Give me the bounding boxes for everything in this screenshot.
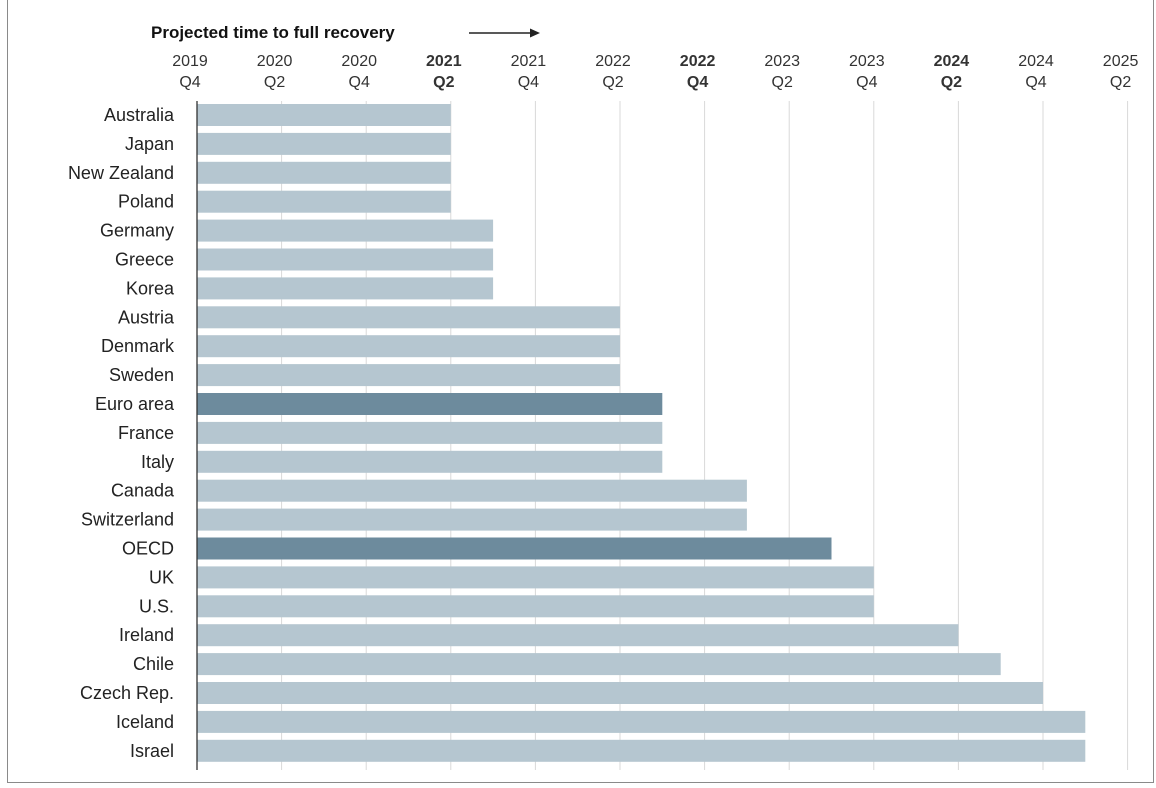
x-tick-label: 2020 Q2 bbox=[257, 53, 293, 91]
category-label: Czech Rep. bbox=[80, 683, 174, 703]
x-tick-quarter: Q2 bbox=[264, 74, 285, 91]
bar bbox=[197, 537, 832, 560]
category-label: Israel bbox=[130, 741, 174, 761]
recovery-chart: Australia Japan New Zealand Poland Germany Gr… bbox=[68, 23, 1138, 770]
x-tick-quarter: Q4 bbox=[518, 74, 539, 91]
category-label: France bbox=[118, 423, 174, 443]
x-tick-quarter: Q4 bbox=[856, 74, 877, 91]
x-tick-labels: 2019Q42020Q22020Q42021Q22021Q42022Q22022… bbox=[172, 53, 1138, 91]
x-tick-year: 2022 bbox=[595, 53, 631, 70]
x-tick-quarter: Q2 bbox=[433, 74, 454, 91]
bar bbox=[197, 219, 494, 242]
category-label: Sweden bbox=[109, 365, 174, 385]
x-tick-quarter: Q4 bbox=[687, 74, 708, 91]
x-tick-year: 2020 bbox=[341, 53, 377, 70]
bar bbox=[197, 335, 620, 358]
x-tick-year: 2021 bbox=[511, 53, 547, 70]
bar bbox=[197, 595, 874, 618]
bar bbox=[197, 682, 1043, 704]
bar bbox=[197, 479, 747, 502]
bar bbox=[197, 739, 1086, 762]
arrow-head bbox=[530, 28, 540, 38]
bar bbox=[197, 306, 620, 329]
category-label: Canada bbox=[111, 481, 175, 501]
x-tick-year: 2024 bbox=[934, 53, 970, 70]
bar bbox=[197, 710, 1086, 733]
x-tick-label: 2019 Q4 bbox=[172, 53, 208, 91]
x-tick-label: 2022 Q2 bbox=[595, 53, 631, 91]
bar bbox=[197, 508, 747, 531]
x-tick-year: 2023 bbox=[849, 53, 885, 70]
bar bbox=[197, 450, 663, 473]
bar bbox=[197, 653, 1001, 676]
x-tick-quarter: Q2 bbox=[941, 74, 962, 91]
bar bbox=[197, 104, 451, 126]
x-tick-label: 2025 Q2 bbox=[1103, 53, 1139, 91]
bar bbox=[197, 393, 663, 415]
category-label: Japan bbox=[125, 134, 174, 154]
category-label: Switzerland bbox=[81, 510, 174, 530]
x-tick-quarter: Q4 bbox=[1025, 74, 1046, 91]
category-label: OECD bbox=[122, 539, 174, 559]
category-label: Germany bbox=[100, 221, 174, 241]
category-label: Italy bbox=[141, 452, 174, 472]
x-tick-label: 2023 Q2 bbox=[764, 53, 800, 91]
x-tick-label: 2022 Q4 bbox=[680, 53, 716, 91]
x-tick-year: 2025 bbox=[1103, 53, 1139, 70]
category-label: Ireland bbox=[119, 625, 174, 645]
category-labels: Australia Japan New Zealand Poland Germany Gr… bbox=[68, 105, 175, 761]
category-label: U.S. bbox=[139, 596, 174, 616]
x-tick-year: 2024 bbox=[1018, 53, 1054, 70]
chart-title: Projected time to full recovery bbox=[151, 23, 395, 42]
bar bbox=[197, 566, 874, 589]
category-label: Denmark bbox=[101, 336, 175, 356]
category-label: Austria bbox=[118, 307, 175, 327]
x-tick-quarter: Q4 bbox=[179, 74, 200, 91]
bars bbox=[197, 104, 1086, 762]
category-label: Korea bbox=[126, 278, 175, 298]
x-tick-quarter: Q2 bbox=[772, 74, 793, 91]
arrow-right-icon bbox=[469, 28, 540, 38]
x-tick-label: 2024 Q4 bbox=[1018, 53, 1054, 91]
category-label: Chile bbox=[133, 654, 174, 674]
bar bbox=[197, 277, 494, 300]
bar bbox=[197, 248, 494, 271]
bar bbox=[197, 190, 451, 213]
x-tick-year: 2021 bbox=[426, 53, 462, 70]
bar bbox=[197, 624, 959, 647]
x-tick-label: 2021 Q2 bbox=[426, 53, 462, 91]
x-tick-label: 2020 Q4 bbox=[341, 53, 377, 91]
bar bbox=[197, 132, 451, 155]
bar bbox=[197, 364, 620, 387]
x-tick-year: 2019 bbox=[172, 53, 208, 70]
x-tick-quarter: Q2 bbox=[1110, 74, 1131, 91]
category-label: Poland bbox=[118, 192, 174, 212]
x-tick-year: 2023 bbox=[764, 53, 800, 70]
category-label: Australia bbox=[104, 105, 175, 125]
category-label: Greece bbox=[115, 250, 174, 270]
chart-frame: Australia Japan New Zealand Poland Germany Gr… bbox=[7, 0, 1154, 783]
x-tick-label: 2021 Q4 bbox=[511, 53, 547, 91]
x-tick-year: 2022 bbox=[680, 53, 716, 70]
x-tick-quarter: Q2 bbox=[602, 74, 623, 91]
x-tick-label: 2024 Q2 bbox=[934, 53, 970, 91]
x-tick-quarter: Q4 bbox=[349, 74, 370, 91]
x-tick-label: 2023 Q4 bbox=[849, 53, 885, 91]
category-label: Euro area bbox=[95, 394, 175, 414]
bar bbox=[197, 161, 451, 184]
category-label: UK bbox=[149, 567, 174, 587]
category-label: New Zealand bbox=[68, 163, 174, 183]
bar bbox=[197, 421, 663, 444]
x-tick-year: 2020 bbox=[257, 53, 293, 70]
category-label: Iceland bbox=[116, 712, 174, 732]
